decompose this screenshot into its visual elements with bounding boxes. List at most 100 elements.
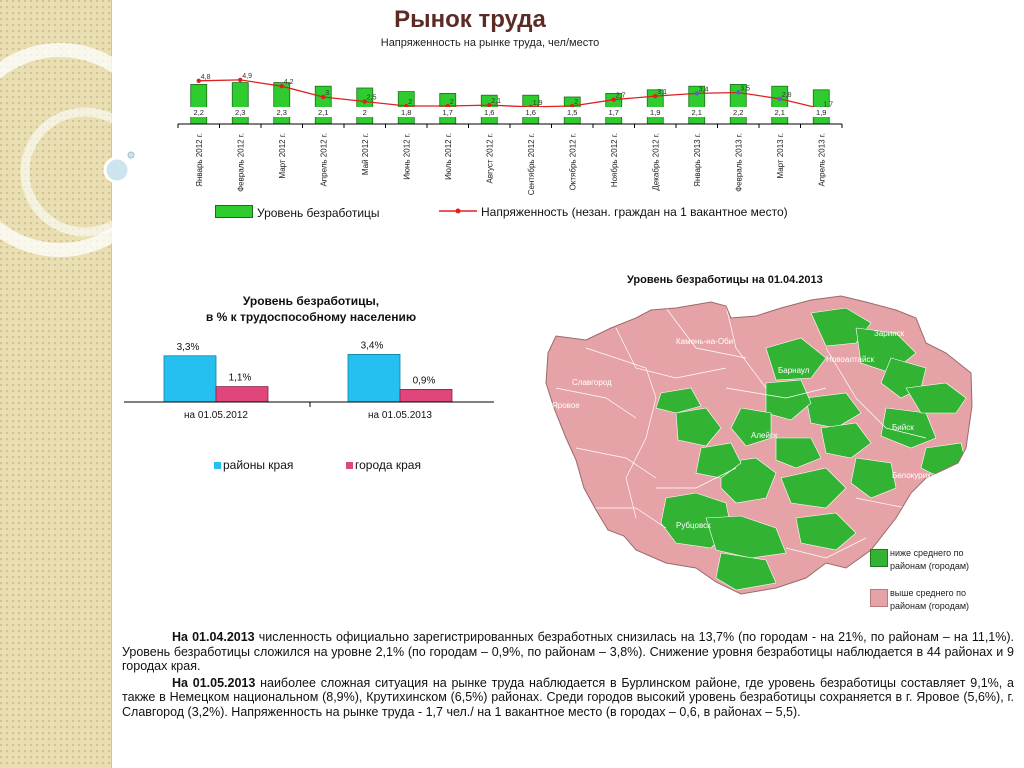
map-district (715, 552, 777, 591)
unemployment-chart-title: Уровень безработицы, в % к трудоспособно… (120, 293, 502, 325)
map-district (675, 407, 722, 447)
map-district (780, 467, 847, 509)
decorative-side-band (0, 0, 112, 768)
x-tick-label: Сентябрь 2012 г. (527, 133, 536, 195)
x-tick-label: Январь 2013 г. (693, 133, 702, 187)
x-tick-label: Март 2012 г. (278, 133, 287, 179)
bar-label-bg (643, 107, 668, 117)
bar-label-bg (435, 107, 460, 117)
tension-value-label: 2,7 (616, 93, 626, 100)
map-border (615, 327, 727, 379)
decorative-circles (0, 43, 167, 257)
unemployment-chart-title-line1: Уровень безработицы, (242, 294, 380, 308)
tension-value-label: 2 (574, 99, 578, 106)
summary-text: На 01.04.2013 численность официально зар… (122, 630, 1014, 722)
tension-point (362, 99, 367, 104)
map-legend-below-line1: ниже среднего по (890, 548, 964, 558)
bar-unemployment (190, 84, 208, 125)
map-district (765, 379, 812, 421)
tension-value-label: 3,4 (699, 86, 709, 93)
bar-districts (163, 355, 217, 403)
x-tick-label: Июнь 2012 г. (402, 133, 411, 180)
bar-value-label: 1,6 (484, 108, 494, 117)
map-district (705, 515, 787, 559)
tension-point (777, 96, 782, 101)
map-city-label: Барнаул (778, 366, 810, 375)
x-tick-label: Февраль 2013 г. (734, 133, 743, 192)
x-tick-label: Май 2012 г. (361, 133, 370, 175)
bar-value-label: 1,7 (609, 108, 619, 117)
bar-unemployment (273, 82, 291, 125)
map-title: Уровень безработицы на 01.04.2013 (627, 274, 823, 286)
paragraph-2-date: На 01.05.2013 (172, 675, 256, 690)
map-border (596, 507, 667, 529)
map-district (765, 337, 827, 381)
map-border (585, 347, 657, 519)
map-legend-below-swatch (870, 549, 888, 567)
bar-label-bg (228, 107, 253, 117)
bar-label-bg (726, 107, 751, 117)
x-tick-label: Апрель 2013 г. (817, 133, 826, 187)
x-tick-label: Январь 2012 г. (195, 133, 204, 187)
bar-label-bg (477, 107, 502, 117)
unemployment-chart-title-line2: в % к трудоспособному населению (205, 310, 417, 324)
regional-map: Славгород Барнаул Бийск Рубцовск Алейск Белок… (545, 295, 973, 595)
bar-value-label: 1,7 (443, 108, 453, 117)
x-tick-label: Февраль 2012 г. (236, 133, 245, 192)
unemployment-chart: 3,3% 1,1% на 01.05.2012 3,4% 0,9% на 01.05.20… (124, 340, 494, 421)
bar-unemployment (231, 82, 249, 125)
chart-subtitle: Напряженность на рынке труда, чел/место (380, 37, 600, 49)
tension-value-label: 3 (325, 90, 329, 97)
legend-tension-label: Напряженность (незан. граждан на 1 вакан… (481, 205, 788, 219)
tension-line (198, 79, 822, 110)
legend-tension-marker (439, 208, 477, 214)
x-tick-label: Декабрь 2012 г. (651, 133, 660, 191)
tension-point (611, 97, 616, 102)
bar-label-bg (269, 107, 294, 117)
map-city-label: Славгород (572, 378, 612, 387)
map-border (575, 447, 657, 479)
legend-tension: Напряженность (незан. граждан на 1 вакан… (439, 205, 788, 219)
tension-point (487, 102, 492, 108)
tension-value-label: 1,9 (533, 100, 543, 107)
bar-label-bg (186, 107, 211, 117)
bar-value-label: 1,8 (401, 108, 411, 117)
bar-value-label: 1,1% (229, 373, 252, 384)
x-tick-label: Ноябрь 2012 г. (610, 133, 619, 187)
tension-value-label: 2 (408, 99, 412, 106)
map-border (665, 307, 747, 359)
tension-point (321, 94, 326, 100)
bar-value-label: 2,3 (235, 108, 245, 117)
bar-cities (399, 389, 453, 403)
tension-chart: 2,2 Январь 2012 г. 2,3 Февраль 2012 г. 2,3 Ма… (177, 73, 843, 195)
bar-value-label: 0,9% (413, 375, 436, 386)
tension-value-label: 1,7 (823, 102, 833, 109)
map-district (880, 407, 937, 449)
tension-point (196, 78, 201, 83)
legend-districts-label: районы края (223, 458, 294, 472)
bar-value-label: 2,2 (194, 108, 204, 117)
map-legend-below-line2: районам (городам) (890, 561, 970, 571)
paragraph-2-text: наиболее сложная ситуация на рынке труда… (122, 675, 1014, 719)
bar-label-bg (809, 107, 834, 117)
map-border (656, 467, 737, 489)
tension-point (238, 77, 243, 83)
bar-label-bg (352, 107, 377, 117)
bar-label-bg (601, 107, 626, 117)
paragraph-2: На 01.05.2013 наиболее сложная ситуация … (122, 676, 1014, 720)
bar-label-bg (394, 107, 419, 117)
bar-value-label: 2 (363, 108, 367, 117)
map-district (730, 407, 772, 447)
x-tick-label: Август 2012 г. (485, 133, 494, 183)
map-legend-above-swatch (870, 589, 888, 607)
map-district (720, 457, 777, 504)
map-district (805, 392, 862, 429)
paragraph-1-text: численность официально зарегистрированны… (122, 630, 1015, 674)
bar-value-label: 2,1 (692, 108, 702, 117)
map-city-label: Новоалтайск (826, 355, 874, 364)
x-tick-label: Апрель 2012 г. (319, 133, 328, 187)
map-legend-above-line2: районам (городам) (890, 601, 970, 611)
map-district (655, 387, 702, 414)
bar-label-bg (560, 107, 585, 117)
tension-value-label: 2 (450, 99, 454, 106)
